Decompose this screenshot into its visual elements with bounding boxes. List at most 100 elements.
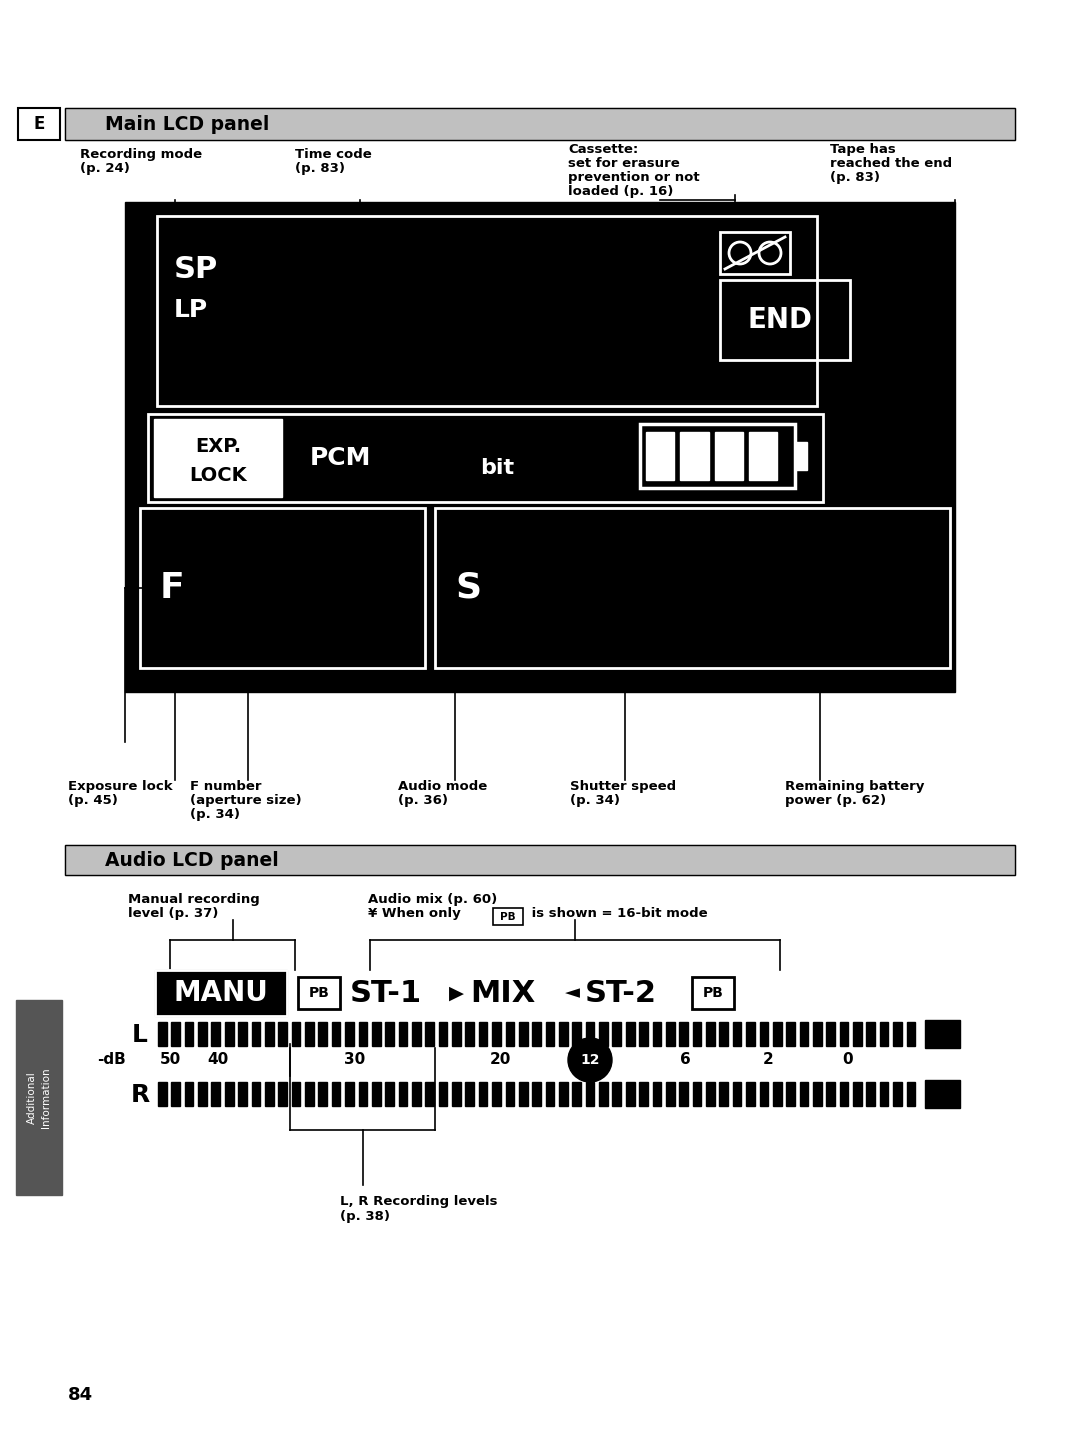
Bar (578, 527, 622, 538)
Bar (786, 1022, 795, 1046)
Bar (454, 285, 486, 295)
Bar (548, 538, 559, 586)
Bar (880, 1082, 889, 1107)
Bar (65, 845, 1015, 875)
Bar (528, 292, 537, 337)
Bar (759, 1082, 768, 1107)
Bar (465, 1082, 474, 1107)
Bar (292, 1022, 300, 1046)
Bar (239, 1082, 247, 1107)
Bar (612, 1082, 621, 1107)
Text: LP: LP (174, 298, 208, 322)
Bar (432, 492, 458, 501)
Bar (265, 1082, 273, 1107)
Bar (288, 292, 297, 337)
Bar (906, 1022, 915, 1046)
Bar (826, 1082, 835, 1107)
Bar (213, 637, 257, 649)
Text: END: END (747, 307, 812, 334)
Bar (718, 527, 761, 538)
Bar (272, 538, 284, 586)
Text: SP: SP (174, 256, 218, 285)
Bar (212, 1022, 220, 1046)
Text: prevention or not: prevention or not (568, 171, 700, 184)
Bar (198, 1082, 206, 1107)
Text: Audio LCD panel: Audio LCD panel (105, 850, 279, 869)
Text: Tape has: Tape has (831, 142, 895, 155)
Bar (280, 527, 324, 538)
Bar (840, 1022, 849, 1046)
Bar (732, 1082, 742, 1107)
Bar (320, 590, 332, 637)
Text: Time code: Time code (295, 148, 372, 161)
Bar (432, 455, 458, 462)
Bar (353, 232, 387, 243)
Bar (618, 538, 630, 586)
Bar (332, 1082, 340, 1107)
Circle shape (759, 242, 781, 263)
Bar (509, 637, 552, 649)
Text: 6: 6 (679, 1052, 690, 1068)
Bar (399, 1082, 407, 1107)
Bar (719, 1082, 728, 1107)
Text: MIX: MIX (470, 979, 536, 1007)
Bar (679, 1082, 688, 1107)
Bar (454, 232, 486, 243)
Text: S: S (455, 571, 481, 604)
Bar (265, 1022, 273, 1046)
Bar (924, 1020, 960, 1048)
Bar (840, 1082, 849, 1107)
Text: ◄: ◄ (565, 983, 580, 1003)
Bar (346, 1022, 354, 1046)
Bar (640, 590, 652, 637)
Bar (679, 1022, 688, 1046)
Bar (125, 201, 955, 692)
Bar (532, 1082, 541, 1107)
Text: Exposure lock: Exposure lock (68, 780, 173, 793)
Bar (718, 583, 761, 594)
Bar (294, 285, 326, 295)
Bar (572, 1022, 581, 1046)
Text: (p. 38): (p. 38) (340, 1210, 390, 1223)
Text: Cassette:: Cassette: (568, 142, 638, 155)
Bar (528, 243, 537, 288)
Circle shape (339, 322, 361, 344)
Bar (692, 1082, 701, 1107)
Bar (305, 1022, 313, 1046)
Text: ▶: ▶ (448, 983, 463, 1003)
Bar (559, 1082, 568, 1107)
Bar (612, 1022, 621, 1046)
Text: Main LCD panel: Main LCD panel (105, 115, 269, 134)
Bar (18, 108, 60, 140)
Text: L: L (132, 1023, 148, 1048)
Text: MANU: MANU (174, 979, 268, 1007)
Bar (252, 1022, 260, 1046)
Bar (781, 538, 792, 586)
Bar (666, 1022, 675, 1046)
Bar (500, 590, 512, 637)
Bar (688, 538, 700, 586)
Bar (625, 1082, 635, 1107)
Bar (788, 583, 832, 594)
Bar (252, 1082, 260, 1107)
Bar (711, 538, 723, 586)
Text: 12: 12 (580, 1053, 599, 1066)
Bar (570, 590, 582, 637)
Bar (353, 285, 387, 295)
Bar (545, 1022, 554, 1046)
Bar (853, 1082, 862, 1107)
Bar (172, 1022, 180, 1046)
Bar (319, 1082, 327, 1107)
Bar (585, 1082, 594, 1107)
Bar (585, 1022, 594, 1046)
Text: (p. 34): (p. 34) (190, 809, 240, 822)
Bar (718, 637, 761, 649)
Bar (828, 538, 839, 586)
Bar (599, 1022, 608, 1046)
Text: loaded (p. 16): loaded (p. 16) (568, 186, 673, 199)
Bar (688, 590, 700, 637)
Text: EXP.: EXP. (194, 437, 241, 456)
Bar (648, 637, 692, 649)
Bar (505, 1082, 514, 1107)
Bar (65, 108, 1015, 140)
